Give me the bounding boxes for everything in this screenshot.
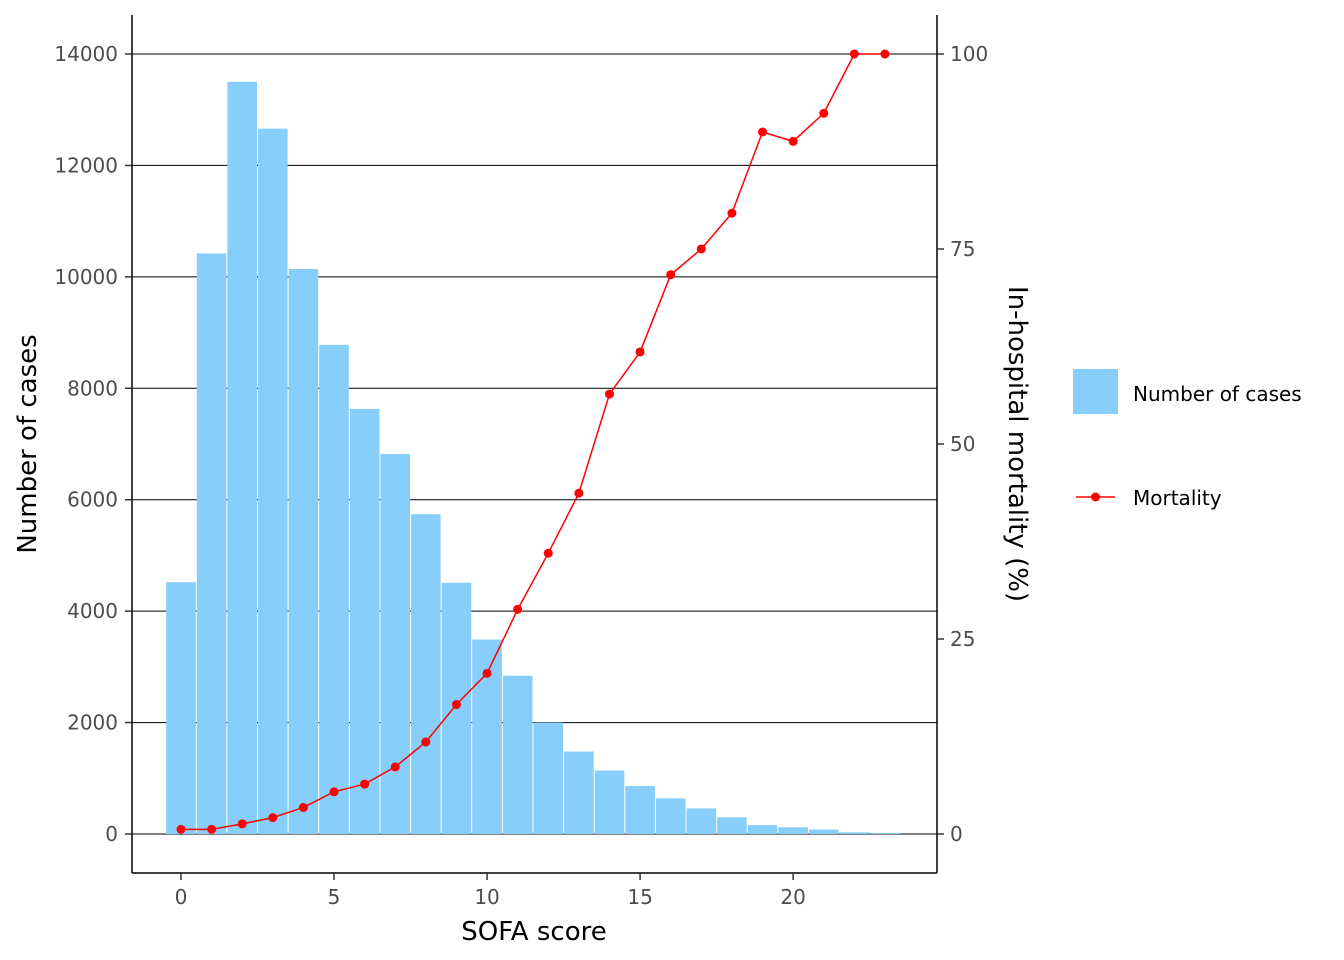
bar-series-number-of-cases (166, 81, 900, 835)
mortality-point-12 (543, 548, 553, 558)
mortality-point-10 (482, 668, 492, 678)
mortality-point-21 (819, 108, 829, 118)
bar-sofa-22 (839, 832, 870, 834)
bar-sofa-1 (196, 253, 227, 834)
x-tick-label-20: 20 (780, 885, 805, 909)
legend-label-number-of-cases: Number of cases (1133, 382, 1302, 406)
x-tick-label-10: 10 (474, 885, 499, 909)
mortality-point-0 (176, 824, 186, 834)
y-tick-label-14000: 14000 (54, 42, 118, 66)
mortality-line (180, 53, 885, 831)
bar-sofa-11 (502, 675, 533, 834)
mortality-point-23 (880, 49, 890, 59)
y-tick-label-4000: 4000 (67, 599, 118, 623)
mortality-point-19 (758, 127, 768, 137)
mortality-point-3 (268, 813, 278, 823)
y2-tick-label-25: 25 (950, 627, 975, 651)
y-tick-label-10000: 10000 (54, 265, 118, 289)
mortality-point-4 (298, 802, 308, 812)
bar-sofa-2 (227, 81, 257, 835)
mortality-point-15 (635, 347, 645, 357)
bar-sofa-12 (533, 722, 564, 834)
mortality-point-14 (604, 389, 614, 399)
bar-sofa-23 (870, 832, 900, 834)
x-axis-ticks: 0 5 10 15 20 (175, 873, 806, 909)
mortality-point-5 (329, 787, 339, 797)
mortality-point-16 (666, 270, 676, 280)
bar-sofa-4 (288, 269, 319, 834)
right-y-axis-ticks: 0 25 50 75 100 (937, 42, 988, 846)
bar-sofa-16 (655, 798, 686, 834)
left-y-axis-ticks: 0 2000 4000 6000 8000 10000 12000 14000 (54, 42, 132, 846)
legend: Number of cases Mortality (1073, 369, 1302, 510)
y-tick-label-2000: 2000 (67, 711, 118, 735)
legend-key-number-of-cases (1073, 369, 1118, 414)
bar-sofa-15 (625, 786, 655, 834)
bar-sofa-7 (380, 454, 411, 834)
x-tick-label-15: 15 (627, 885, 652, 909)
mortality-point-6 (360, 779, 370, 789)
y2-tick-label-75: 75 (950, 237, 975, 261)
y-tick-label-6000: 6000 (67, 488, 118, 512)
y-tick-label-8000: 8000 (67, 376, 118, 400)
mortality-point-13 (574, 488, 584, 498)
mortality-point-1 (207, 824, 217, 834)
bar-sofa-6 (349, 408, 380, 834)
bar-sofa-14 (594, 770, 625, 834)
bar-sofa-0 (166, 582, 196, 834)
x-tick-label-5: 5 (328, 885, 341, 909)
y2-tick-label-50: 50 (950, 432, 975, 456)
mortality-point-18 (727, 208, 737, 218)
bar-sofa-19 (747, 825, 778, 834)
y-tick-label-0: 0 (105, 822, 118, 846)
mortality-point-11 (513, 604, 523, 614)
legend-key-mortality-point (1091, 492, 1100, 502)
mortality-point-8 (421, 737, 431, 747)
bar-sofa-18 (717, 817, 747, 834)
mortality-point-22 (849, 49, 859, 59)
bar-sofa-5 (319, 344, 349, 834)
bar-sofa-21 (808, 829, 839, 834)
line-series-mortality (176, 49, 890, 834)
y2-tick-label-0: 0 (950, 822, 963, 846)
mortality-point-17 (696, 244, 706, 254)
bar-sofa-3 (257, 128, 288, 834)
mortality-point-9 (451, 700, 461, 710)
bar-sofa-10 (472, 639, 502, 834)
x-axis-title: SOFA score (461, 917, 606, 947)
legend-label-mortality: Mortality (1133, 486, 1222, 510)
bar-sofa-17 (686, 808, 717, 834)
mortality-point-2 (237, 819, 247, 829)
mortality-point-20 (788, 136, 798, 146)
left-y-axis-title: Number of cases (13, 334, 43, 553)
bar-sofa-20 (778, 827, 808, 834)
bar-sofa-13 (564, 751, 594, 834)
mortality-point-7 (390, 762, 400, 772)
bar-sofa-8 (411, 514, 441, 834)
y-tick-label-12000: 12000 (54, 153, 118, 177)
x-tick-label-0: 0 (175, 885, 188, 909)
y2-tick-label-100: 100 (950, 42, 988, 66)
right-y-axis-title: In-hospital mortality (%) (1002, 286, 1032, 602)
